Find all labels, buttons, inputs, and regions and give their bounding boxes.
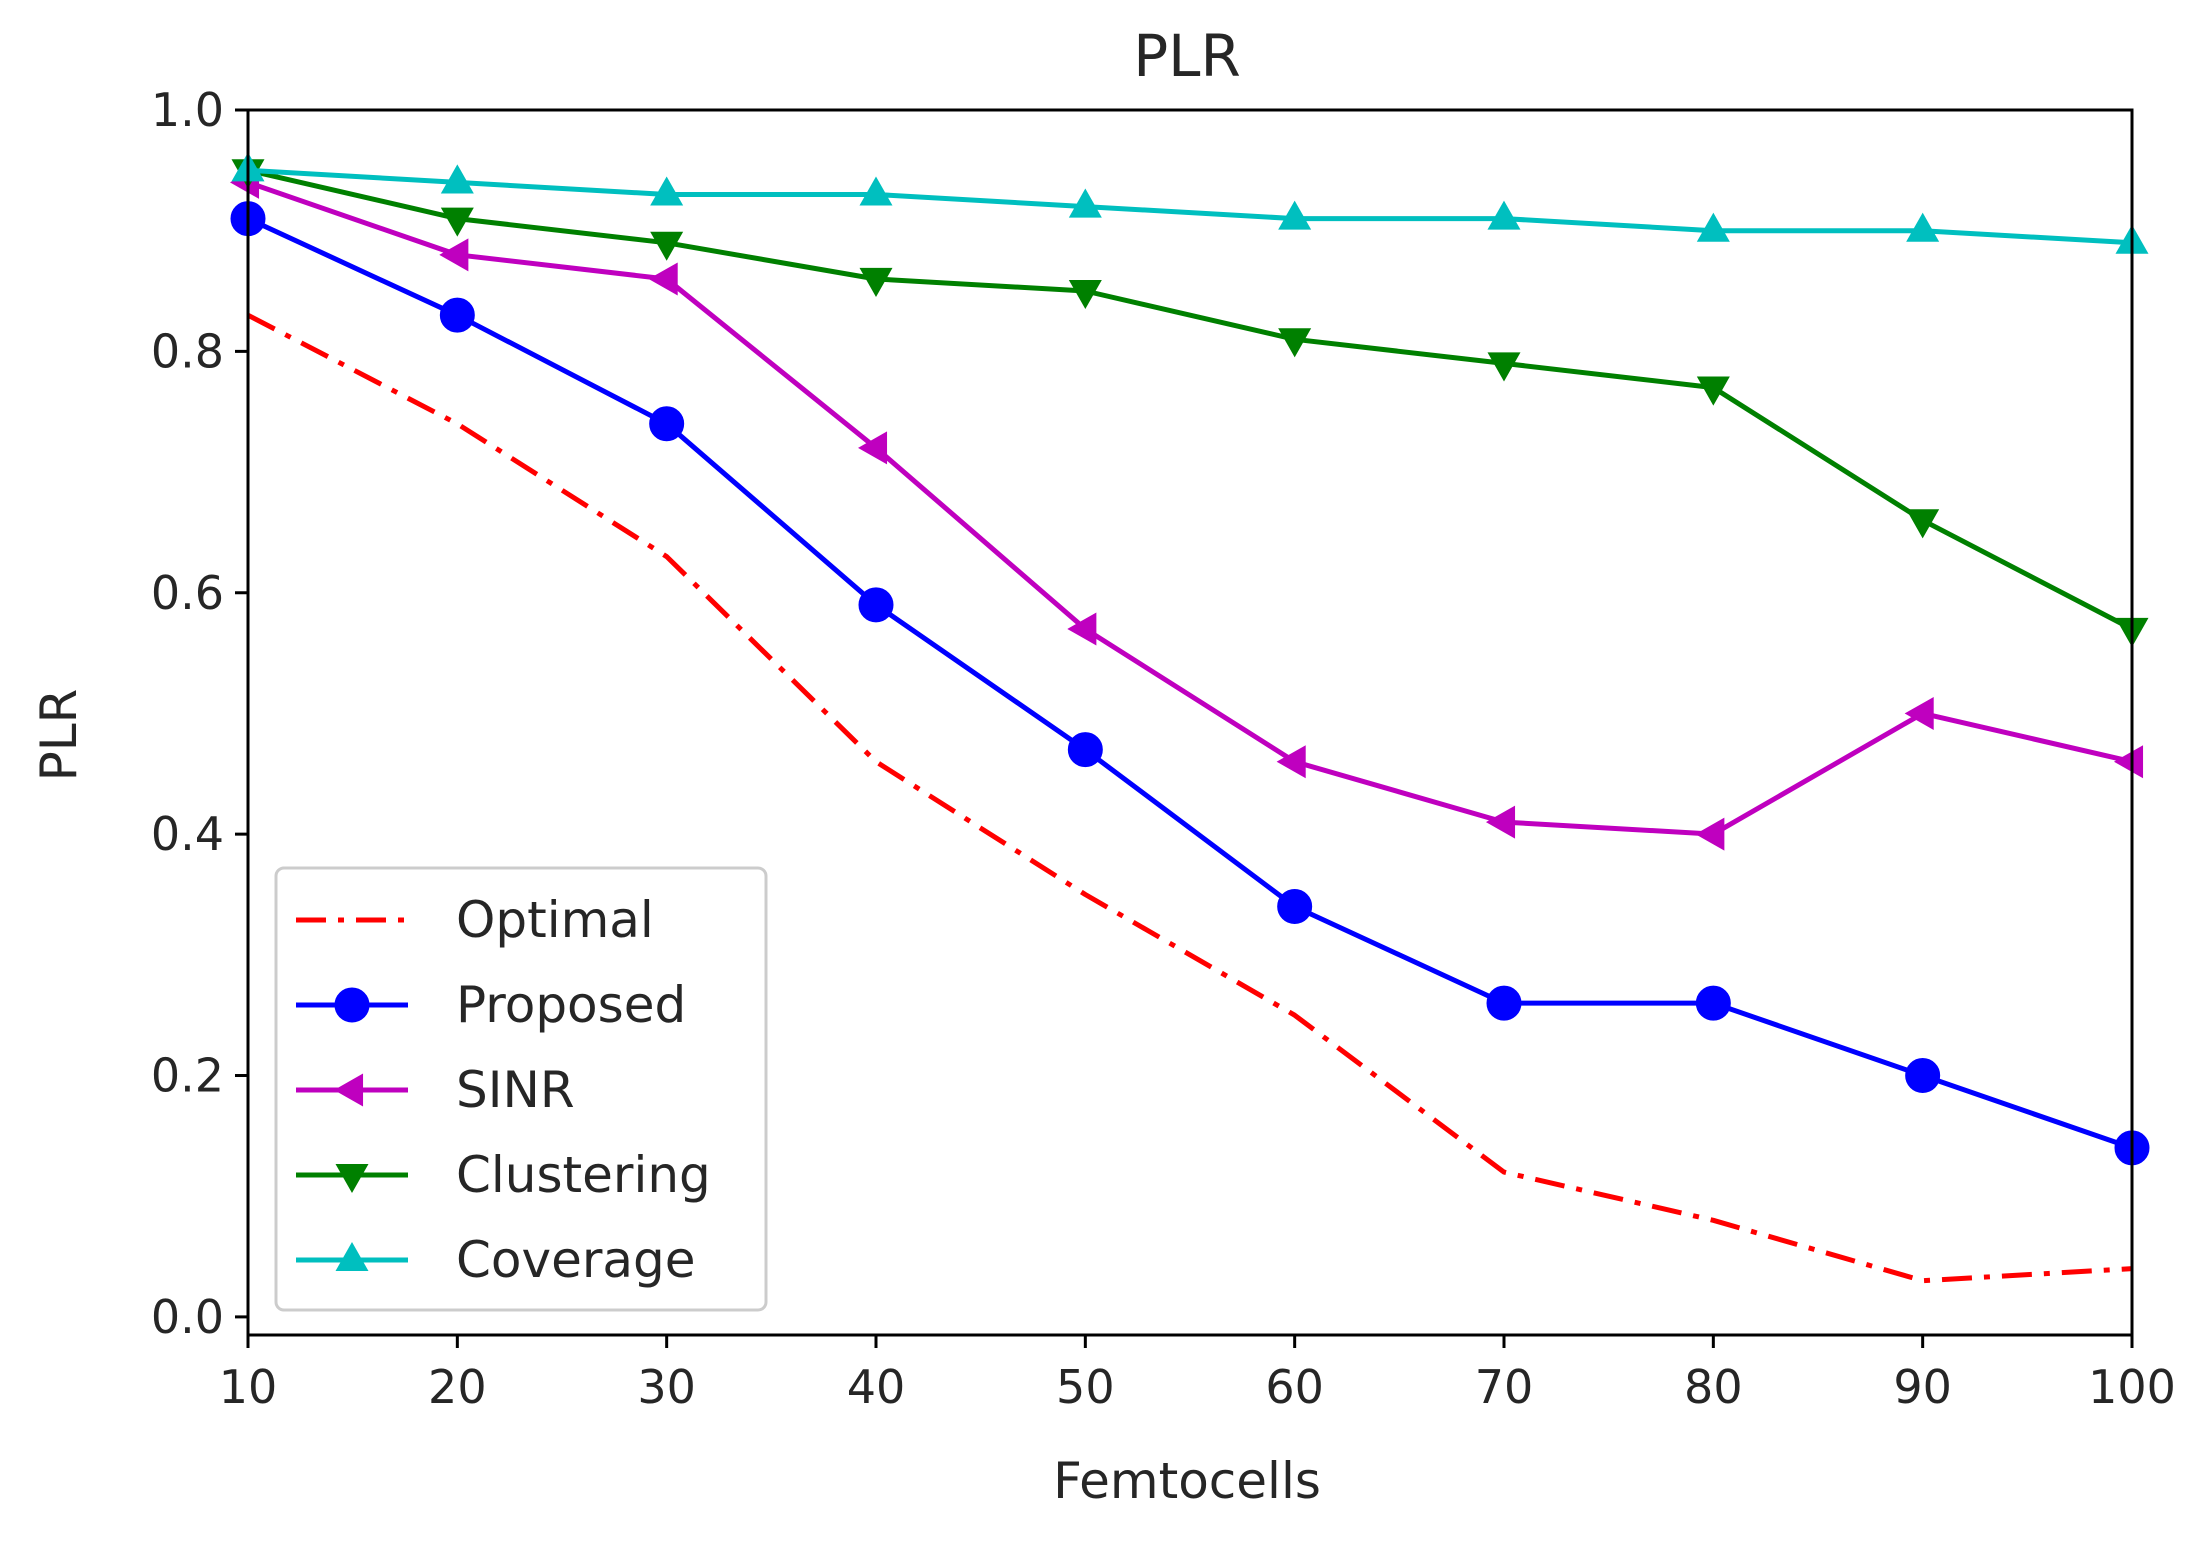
legend-label-sinr: SINR <box>456 1061 575 1119</box>
data-point-proposed <box>1695 985 1731 1021</box>
data-point-sinr <box>1904 696 1934 730</box>
data-point-coverage <box>859 176 893 206</box>
x-tick-label: 20 <box>428 1360 487 1414</box>
x-tick-label: 60 <box>1265 1360 1324 1414</box>
data-point-coverage <box>1696 212 1730 242</box>
x-axis-label: Femtocells <box>1053 1452 1321 1510</box>
legend-marker-clustering <box>335 1163 369 1194</box>
data-point-sinr <box>857 431 888 465</box>
data-point-coverage <box>1068 188 1102 218</box>
series-sinr <box>229 165 2144 851</box>
data-point-clustering <box>1068 279 1102 310</box>
data-point-clustering <box>1696 376 1730 406</box>
data-point-clustering <box>1487 352 1521 382</box>
x-tick-label: 40 <box>847 1360 906 1414</box>
data-point-coverage <box>650 176 684 206</box>
plot-frame <box>246 108 2134 1337</box>
series-line-proposed <box>246 216 2133 1151</box>
legend-marker-coverage <box>335 1241 369 1272</box>
data-point-proposed <box>1067 732 1103 768</box>
data-point-clustering <box>1278 328 1312 358</box>
y-axis-label: PLR <box>30 689 88 782</box>
series-coverage <box>231 152 2149 254</box>
data-point-clustering <box>440 207 474 237</box>
series-proposed <box>230 201 2150 1166</box>
series-line-coverage <box>247 167 2133 246</box>
data-point-sinr <box>1276 745 1306 779</box>
data-point-proposed <box>1905 1058 1941 1094</box>
data-point-clustering <box>650 231 684 261</box>
x-tick-label: 80 <box>1684 1360 1743 1414</box>
x-tick-label: 100 <box>2088 1360 2176 1414</box>
y-tick-label: 0.4 <box>151 807 224 861</box>
y-tick-label: 0.8 <box>151 324 224 378</box>
series-lines <box>229 152 2150 1284</box>
data-point-sinr <box>1695 817 1725 851</box>
data-point-clustering <box>1906 509 1940 539</box>
y-tick-label: 1.0 <box>151 83 224 137</box>
series-line-sinr <box>247 180 2133 837</box>
y-tick-label: 0.0 <box>151 1290 224 1344</box>
data-point-sinr <box>648 262 678 296</box>
data-point-coverage <box>1906 212 1940 242</box>
data-point-coverage <box>440 164 474 194</box>
legend-label-proposed: Proposed <box>456 976 686 1034</box>
data-point-proposed <box>858 587 894 623</box>
data-point-sinr <box>2113 745 2144 779</box>
legend-box <box>274 866 768 1312</box>
x-tick-label: 90 <box>1893 1360 1952 1414</box>
legend-marker-proposed <box>334 987 370 1023</box>
data-point-coverage <box>1278 200 1312 230</box>
data-point-coverage <box>1487 200 1521 230</box>
data-point-proposed <box>1277 889 1313 925</box>
data-point-sinr <box>439 238 469 272</box>
legend-label-optimal: Optimal <box>456 891 654 949</box>
x-tick-label: 50 <box>1056 1360 1115 1414</box>
chart-title: PLR <box>1133 22 1241 90</box>
x-tick-label: 70 <box>1475 1360 1534 1414</box>
data-point-proposed <box>1486 985 1522 1021</box>
series-line-clustering <box>247 167 2134 632</box>
legend-marker-sinr <box>333 1073 364 1107</box>
data-point-proposed <box>439 297 475 333</box>
legend: Optimal Proposed SINR Clustering Coverage <box>274 866 768 1312</box>
data-point-proposed <box>649 406 685 442</box>
y-tick-label: 0.2 <box>151 1049 224 1103</box>
x-tick-label: 30 <box>637 1360 696 1414</box>
data-point-sinr <box>1067 612 1097 646</box>
data-point-clustering <box>859 267 893 297</box>
series-line-optimal <box>246 312 2133 1284</box>
series-optimal <box>246 312 2133 1284</box>
y-tick-label: 0.6 <box>151 566 224 620</box>
legend-label-coverage: Coverage <box>456 1231 696 1289</box>
x-tick-label: 10 <box>219 1360 278 1414</box>
axes: 10 20 30 40 50 60 70 80 90 100 0.0 0.2 0.4 0.6 0.8 1.0 <box>151 83 2176 1414</box>
data-point-sinr <box>1485 805 1516 839</box>
legend-label-clustering: Clustering <box>456 1146 711 1204</box>
